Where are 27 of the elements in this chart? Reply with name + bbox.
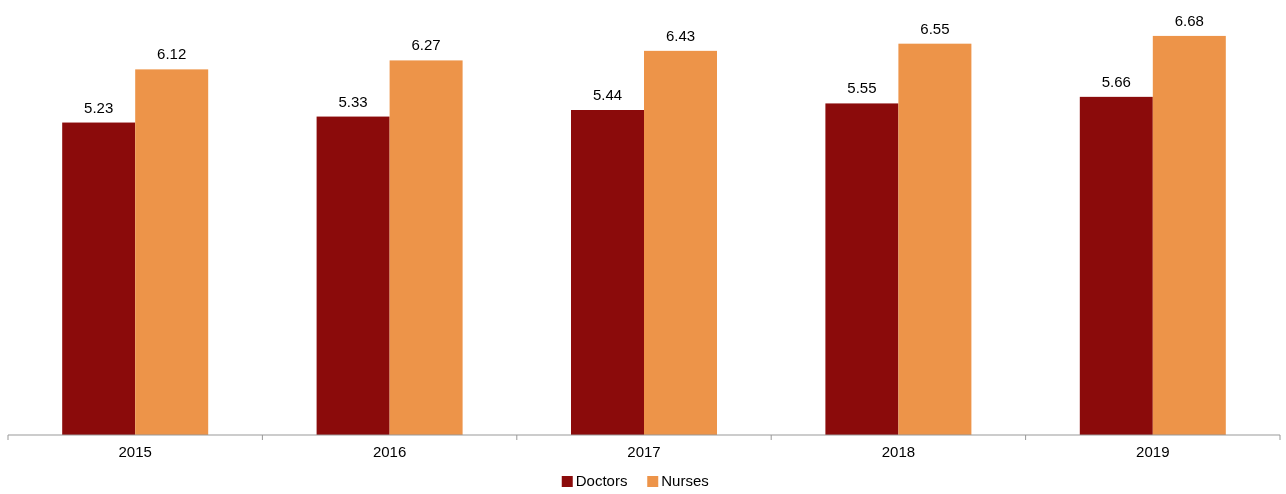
x-tick-label: 2016 xyxy=(372,443,407,460)
data-label: 6.27 xyxy=(411,36,441,54)
data-label: 5.44 xyxy=(592,86,623,103)
bar xyxy=(644,50,717,435)
x-tick-label: 2019 xyxy=(1136,443,1170,460)
data-label: 6.68 xyxy=(1174,11,1204,29)
x-tick-label: 2017 xyxy=(627,443,661,460)
bar xyxy=(316,116,390,435)
bar xyxy=(62,122,136,435)
data-label: 6.12 xyxy=(157,45,187,63)
legend-label: Nurses xyxy=(661,472,709,489)
data-label: 6.43 xyxy=(665,26,696,44)
data-label: 5.66 xyxy=(1101,72,1131,90)
bar xyxy=(389,60,463,435)
bar xyxy=(1079,96,1153,435)
legend-label: Doctors xyxy=(575,472,628,489)
bar xyxy=(825,103,899,435)
bar xyxy=(1152,35,1226,435)
data-label: 5.55 xyxy=(847,79,877,97)
data-label: 6.55 xyxy=(920,19,950,37)
data-label: 5.23 xyxy=(84,98,114,116)
data-label: 5.33 xyxy=(338,92,368,110)
bar xyxy=(571,110,644,435)
x-tick-label: 2015 xyxy=(118,443,152,460)
bar xyxy=(898,43,972,435)
bar xyxy=(135,69,209,435)
x-tick-label: 2018 xyxy=(881,443,916,460)
